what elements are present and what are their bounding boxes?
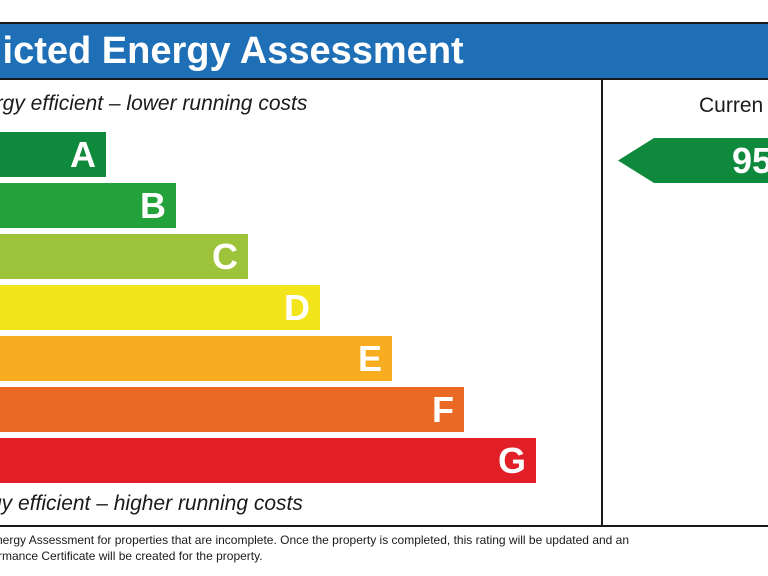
current-rating-value: 95 (732, 140, 768, 181)
inefficient-note: gy efficient – higher running costs (0, 492, 303, 515)
current-rating-arrow-shape (618, 138, 768, 183)
rating-bar-f: F (0, 387, 464, 432)
footnote-line-1: Energy Assessment for properties that ar… (0, 533, 630, 547)
chart-title: licted Energy Assessment (0, 30, 464, 72)
rating-bar-c: C (0, 234, 248, 279)
rating-bar-label-g: G (497, 440, 526, 481)
rating-bar-d: D (0, 285, 320, 330)
rating-bar-a: A (0, 132, 106, 177)
rating-bar-b: B (0, 183, 176, 228)
rating-bar-label-e: E (357, 338, 382, 379)
footnote: Energy Assessment for properties that ar… (0, 532, 629, 564)
rating-bar-label-b: B (140, 185, 166, 226)
current-rating-arrow: 95 (618, 138, 768, 183)
efficient-note: ergy efficient – lower running costs (0, 92, 308, 115)
header-divider (0, 78, 768, 80)
rating-bar-e: E (0, 336, 392, 381)
footnote-line-2: formance Certificate will be created for… (0, 549, 263, 563)
rating-bar-g: G (0, 438, 536, 483)
rating-bar-label-c: C (212, 236, 238, 277)
current-column-header: Curren (699, 94, 764, 117)
rating-bar-label-a: A (70, 134, 96, 175)
chart-frame (0, 22, 768, 527)
column-divider (601, 78, 603, 526)
rating-bar-label-f: F (432, 389, 454, 430)
header-bar (0, 24, 768, 78)
rating-bar-label-d: D (284, 287, 310, 328)
